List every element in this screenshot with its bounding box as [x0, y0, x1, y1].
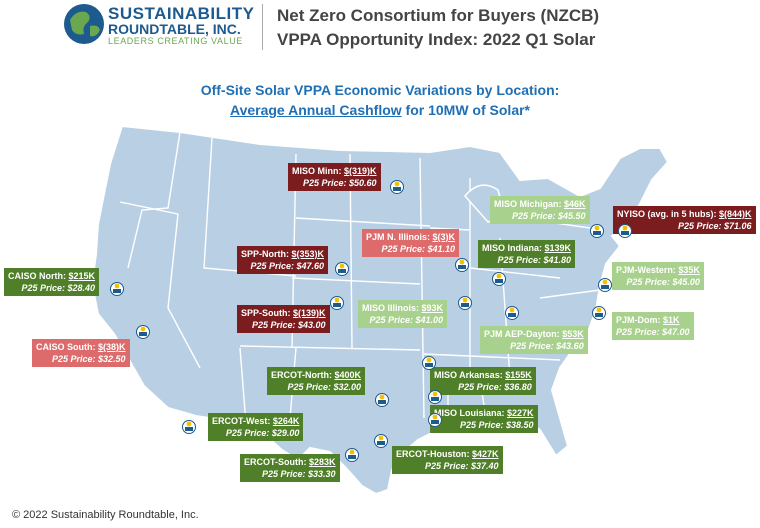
- footer-copyright: © 2022 Sustainability Roundtable, Inc.: [12, 509, 199, 521]
- label-pjm-n-illinois: PJM N. Illinois: $(3)K P25 Price: $41.10: [362, 229, 460, 257]
- solar-panel-icon: [335, 262, 349, 276]
- label-ercot-houston: ERCOT-Houston: $427K P25 Price: $37.40: [392, 446, 503, 474]
- subtitle-rest: for 10MW of Solar*: [401, 102, 531, 118]
- label-ercot-south: ERCOT-South: $283K P25 Price: $33.30: [240, 454, 340, 482]
- header-title-line2: VPPA Opportunity Index: 2022 Q1 Solar: [277, 30, 596, 49]
- logo-line1: SUSTAINABILITY: [108, 4, 255, 23]
- globe-logo-icon: [64, 4, 104, 44]
- solar-panel-icon: [458, 296, 472, 310]
- solar-panel-icon: [618, 224, 632, 238]
- sustainability-roundtable-logo: SUSTAINABILITY ROUNDTABLE, INC. LEADERS …: [62, 2, 255, 48]
- header-divider: [262, 4, 263, 50]
- label-pjm-dom: PJM-Dom: $1K P25 Price: $47.00: [612, 312, 694, 340]
- label-caiso-south: CAISO South: $(38)K P25 Price: $32.50: [32, 339, 130, 367]
- solar-panel-icon: [492, 272, 506, 286]
- solar-panel-icon: [590, 224, 604, 238]
- solar-panel-icon: [598, 278, 612, 292]
- label-ercot-north: ERCOT-North: $400K P25 Price: $32.00: [267, 367, 366, 395]
- header-title-line1: Net Zero Consortium for Buyers (NZCB): [277, 6, 600, 25]
- logo-line2: ROUNDTABLE, INC.: [108, 21, 241, 37]
- subtitle-underlined: Average Annual Cashflow: [229, 102, 402, 118]
- solar-panel-icon: [390, 180, 404, 194]
- label-spp-north: SPP-North: $(353)K P25 Price: $47.60: [237, 246, 329, 274]
- map-subtitle-line1: Off-Site Solar VPPA Economic Variations …: [200, 82, 560, 98]
- solar-panel-icon: [136, 325, 150, 339]
- solar-panel-icon: [455, 258, 469, 272]
- solar-panel-icon: [428, 413, 442, 427]
- solar-panel-icon: [422, 356, 436, 370]
- label-miso-minn: MISO Minn: $(319)K P25 Price: $50.60: [288, 163, 381, 191]
- solar-panel-icon: [428, 390, 442, 404]
- label-spp-south: SPP-South: $(139)K P25 Price: $43.00: [237, 305, 330, 333]
- solar-panel-icon: [374, 434, 388, 448]
- label-miso-louisiana: MISO Louisiana: $227K P25 Price: $38.50: [430, 405, 538, 433]
- solar-panel-icon: [110, 282, 124, 296]
- logo-tagline: LEADERS CREATING VALUE: [108, 36, 243, 46]
- solar-panel-icon: [182, 420, 196, 434]
- label-ercot-west: ERCOT-West: $264K P25 Price: $29.00: [208, 413, 304, 441]
- solar-panel-icon: [330, 296, 344, 310]
- map-subtitle-line2: Average Annual Cashflow for 10MW of Sola…: [0, 102, 760, 118]
- label-pjm-aep-dayton: PJM AEP-Dayton: $53K P25 Price: $43.60: [480, 326, 588, 354]
- label-miso-michigan: MISO Michigan: $46K P25 Price: $45.50: [490, 196, 590, 224]
- label-miso-arkansas: MISO Arkansas: $155K P25 Price: $36.80: [430, 367, 536, 395]
- solar-panel-icon: [592, 306, 606, 320]
- label-caiso-north: CAISO North: $215K P25 Price: $28.40: [4, 268, 100, 296]
- solar-panel-icon: [375, 393, 389, 407]
- solar-panel-icon: [505, 306, 519, 320]
- solar-panel-icon: [345, 448, 359, 462]
- label-miso-illinois: MISO Illinois: $93K P25 Price: $41.00: [358, 300, 448, 328]
- label-nyiso: NYISO (avg. in 5 hubs): $(844)K P25 Pric…: [613, 206, 756, 234]
- label-miso-indiana: MISO Indiana: $139K P25 Price: $41.80: [478, 240, 576, 268]
- label-pjm-western: PJM-Western: $35K P25 Price: $45.00: [612, 262, 704, 290]
